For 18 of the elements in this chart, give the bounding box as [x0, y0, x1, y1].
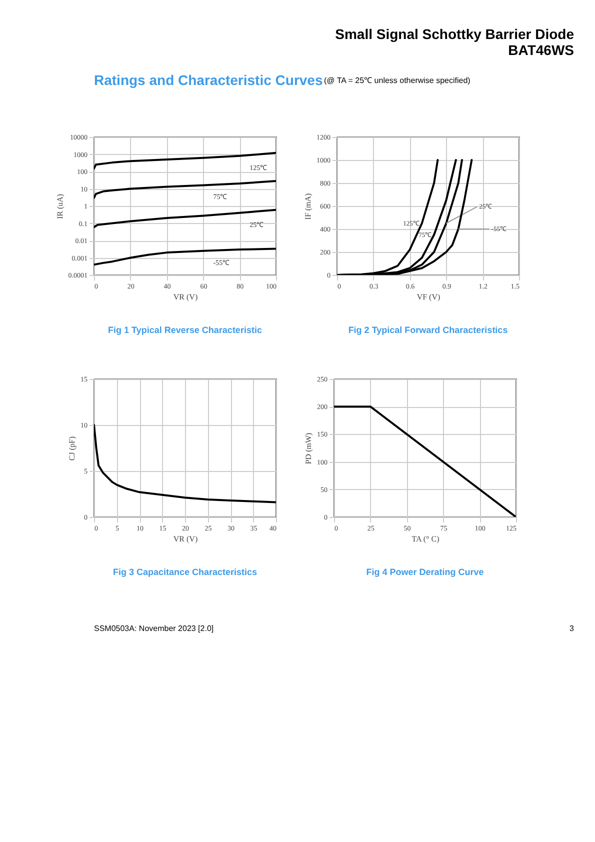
- text: Fig 1 Typical Reverse Characteristic: [108, 325, 262, 335]
- x-axis-title: VR (V): [173, 292, 198, 302]
- y-axis-title: PD (mW): [304, 432, 313, 464]
- text: BAT46WS: [508, 42, 574, 58]
- y-axis-title: IF (mA): [304, 192, 312, 220]
- text: SSM0503A: November 2023 [2.0]: [94, 624, 214, 633]
- y-axis-title: IR (uA): [55, 194, 64, 220]
- text: Fig 4 Power Derating Curve: [366, 567, 484, 577]
- text: (@ TA = 25℃ unless otherwise specified): [324, 76, 471, 85]
- text: Small Signal Schottky Barrier Diode: [335, 26, 574, 42]
- x-axis-title: TA (° C): [412, 534, 440, 544]
- text: Ratings and Characteristic Curves: [94, 72, 323, 88]
- text: 3: [570, 624, 575, 633]
- text: Fig 2 Typical Forward Characteristics: [348, 325, 508, 335]
- x-axis-title: VR (V): [173, 534, 198, 544]
- x-axis-title: VF (V): [416, 292, 440, 302]
- y-axis-title: CJ (pF): [68, 436, 76, 461]
- text: Fig 3 Capacitance Characteristics: [112, 567, 258, 577]
